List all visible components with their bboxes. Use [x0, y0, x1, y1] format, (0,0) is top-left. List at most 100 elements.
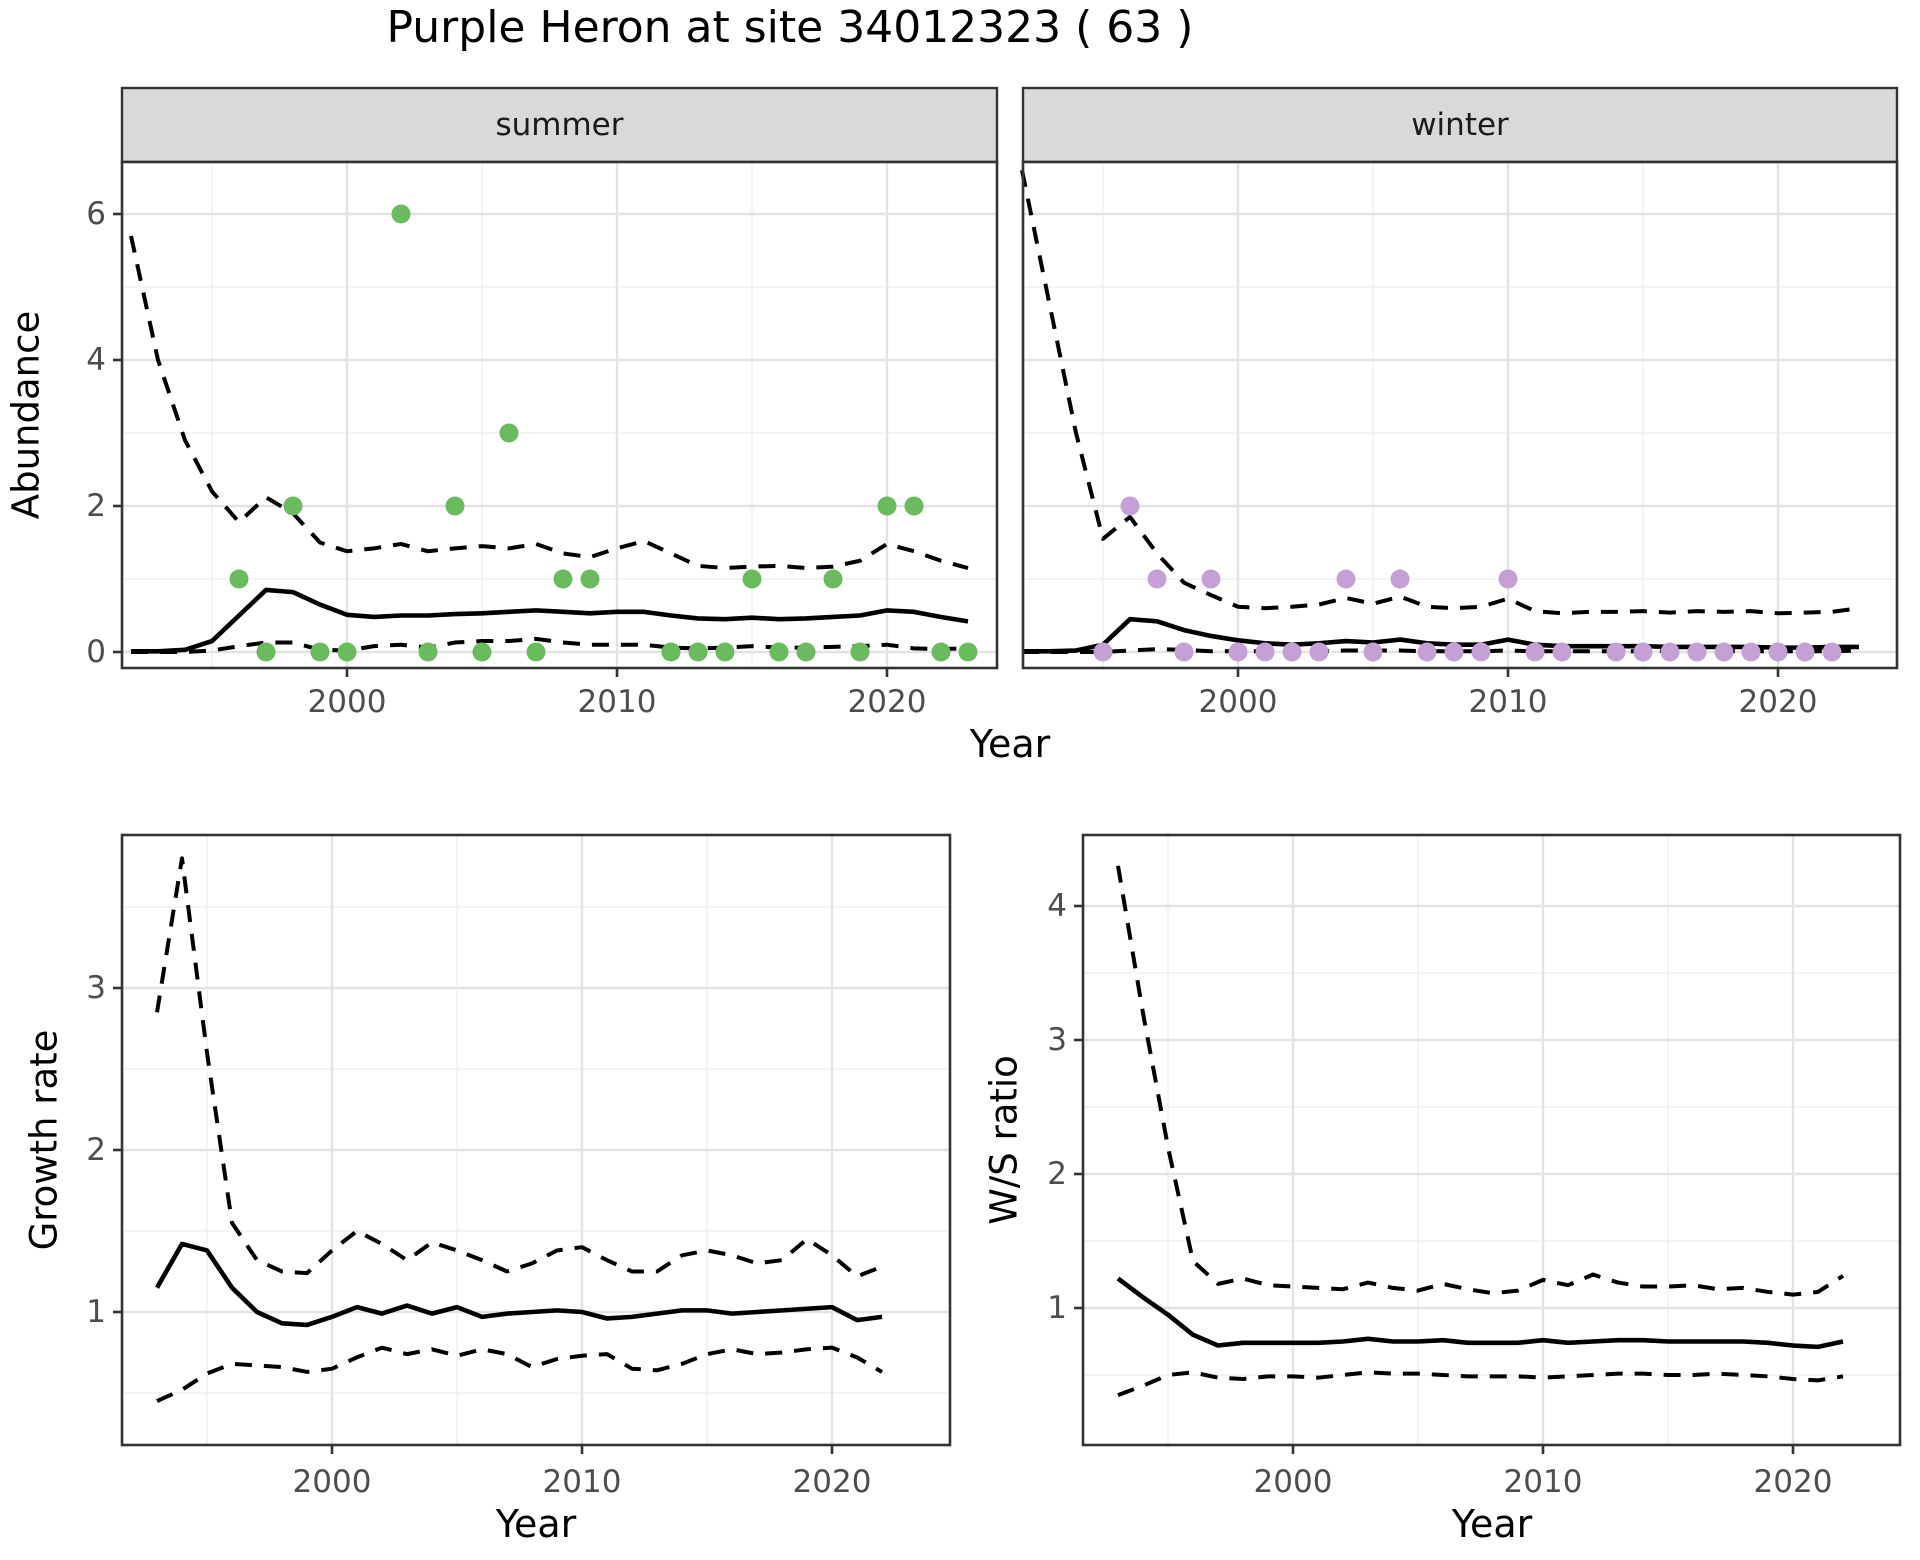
ws-ratio-panel [1074, 833, 1902, 1454]
x-tick-label: 2020 [847, 684, 927, 720]
x-tick-label: 2020 [792, 1464, 872, 1500]
observation-point [1714, 642, 1734, 662]
y-tick-label: 3 [86, 970, 106, 1006]
panel-background [1083, 835, 1900, 1445]
observation-point [472, 642, 492, 662]
x-tick-label: 2010 [577, 684, 657, 720]
lower-ci-line [156, 1345, 884, 1403]
facet-strip-label-winter: winter [1411, 107, 1509, 143]
observation-point [391, 204, 411, 224]
y-tick-label: 2 [86, 1132, 106, 1168]
observation-point [1282, 642, 1302, 662]
observation-point [850, 642, 870, 662]
upper-ci-line [129, 235, 969, 571]
observation-point [499, 423, 519, 443]
observation-point [877, 496, 897, 516]
panel-background [122, 835, 950, 1445]
observation-point [1741, 642, 1761, 662]
observation-point [796, 642, 816, 662]
facet-strip-label-summer: summer [495, 107, 624, 143]
upper-ci-line [1116, 865, 1845, 1297]
facet-strip-summer [120, 86, 999, 164]
observation-point [1687, 642, 1707, 662]
observation-point [418, 642, 438, 662]
y-tick-label: 2 [86, 488, 106, 524]
observation-point [1795, 642, 1815, 662]
observation-point [310, 642, 330, 662]
observation-point [1633, 642, 1653, 662]
panel-border [1081, 833, 1902, 1447]
y-tick-label: 4 [86, 342, 106, 378]
observation-point [661, 642, 681, 662]
x-tick-label: 2010 [542, 1464, 622, 1500]
observation-point [1390, 569, 1410, 589]
observation-point [256, 642, 276, 662]
y-tick-label: 4 [1047, 888, 1067, 924]
x-tick-label: 2000 [1253, 1464, 1333, 1500]
panel-border [120, 833, 952, 1447]
observation-point [1147, 569, 1167, 589]
y-tick-label: 1 [86, 1294, 106, 1330]
observation-point [1471, 642, 1491, 662]
observation-point [580, 569, 600, 589]
observation-point [1552, 642, 1572, 662]
observation-point [1174, 642, 1194, 662]
page-title: Purple Heron at site 34012323 ( 63 ) [386, 2, 1194, 53]
lower-ci-line [1117, 1370, 1844, 1397]
ws-ratio-x-axis-title: Year [1451, 1502, 1533, 1546]
x-tick-label: 2000 [307, 684, 387, 720]
mean-line [1116, 1276, 1844, 1350]
ws-ratio-axis-title: W/S ratio [982, 1055, 1026, 1225]
upper-ci-line [155, 856, 883, 1279]
mean-line [131, 587, 969, 654]
observation-point [1228, 642, 1248, 662]
observation-point [229, 569, 249, 589]
observation-point [1660, 642, 1680, 662]
observation-point [823, 569, 843, 589]
observation-point [1606, 642, 1626, 662]
observation-point [337, 642, 357, 662]
observation-point [1444, 642, 1464, 662]
observation-point [769, 642, 789, 662]
observation-point [904, 496, 924, 516]
observation-point [1201, 569, 1221, 589]
panel-border [120, 160, 999, 670]
observation-point [1525, 642, 1545, 662]
panel-background [1023, 162, 1897, 668]
abundance-x-axis-title: Year [969, 722, 1051, 766]
observation-point [1822, 642, 1842, 662]
x-tick-label: 2000 [1198, 684, 1278, 720]
observation-point [742, 569, 762, 589]
panel-border [1021, 160, 1899, 670]
observation-point [283, 496, 303, 516]
lower-ci-line [131, 636, 969, 654]
panel-background [122, 162, 997, 668]
observation-point [1255, 642, 1275, 662]
observation-point [958, 642, 978, 662]
observation-point [715, 642, 735, 662]
mean-line [155, 1241, 883, 1328]
x-tick-label: 2010 [1468, 684, 1548, 720]
observation-point [1336, 569, 1356, 589]
winter-panel [1020, 160, 1899, 677]
x-tick-label: 2000 [292, 1464, 372, 1500]
observation-point [445, 496, 465, 516]
observation-point [1417, 642, 1437, 662]
observation-point [1309, 642, 1329, 662]
facet-strip-winter [1021, 86, 1899, 164]
observation-point [1768, 642, 1788, 662]
y-tick-label: 0 [86, 634, 106, 670]
x-tick-label: 2020 [1753, 1464, 1833, 1500]
y-tick-label: 2 [1047, 1156, 1067, 1192]
observation-point [1120, 496, 1140, 516]
observation-point [1363, 642, 1383, 662]
y-tick-label: 3 [1047, 1022, 1067, 1058]
observation-point [553, 569, 573, 589]
observation-point [526, 642, 546, 662]
summer-panel [113, 160, 999, 677]
y-tick-label: 1 [1047, 1290, 1067, 1326]
growth-rate-x-axis-title: Year [495, 1502, 577, 1546]
observation-point [1498, 569, 1518, 589]
